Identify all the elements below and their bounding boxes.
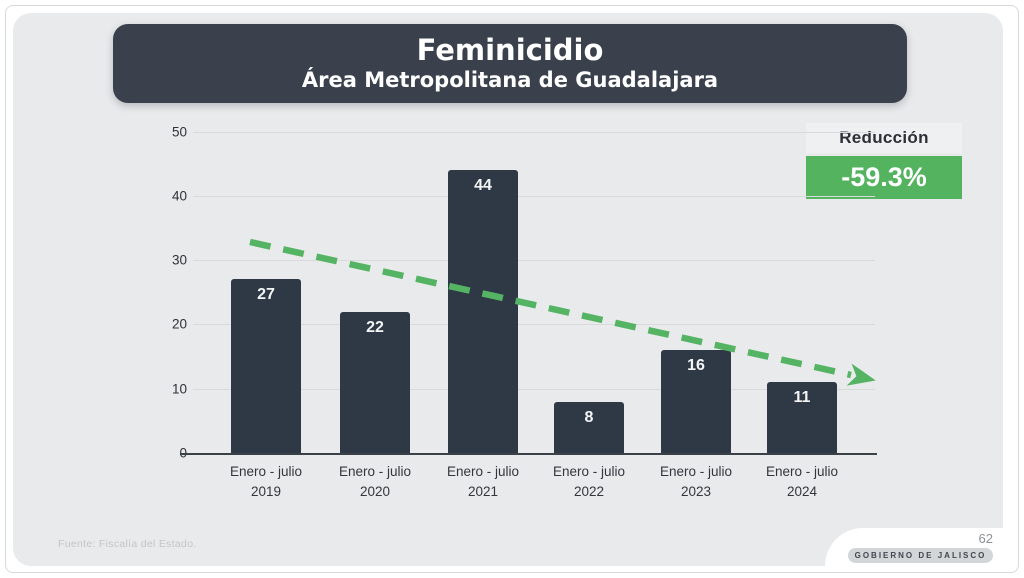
x-axis-label: Enero - julio 2020 [338, 464, 412, 500]
bar-value-label: 27 [257, 286, 275, 304]
bar-value-label: 8 [584, 408, 594, 426]
bar: 44 [448, 170, 518, 453]
page-number: 62 [978, 531, 993, 546]
x-axis-label: Enero - julio 2023 [659, 464, 733, 500]
x-axis-label: Enero - julio 2022 [552, 464, 626, 500]
bar-value-label: 44 [474, 177, 492, 195]
bar: 11 [767, 382, 837, 453]
bar-value-label: 22 [366, 318, 384, 336]
bar-value-label: 16 [687, 357, 705, 375]
reduction-label: Reducción [806, 123, 962, 153]
title-box: Feminicidio Área Metropolitana de Guadal… [113, 24, 907, 103]
y-axis-tick: 50 [171, 124, 187, 139]
reduction-callout: Reducción -59.3% [806, 123, 962, 199]
page-title: Feminicidio [416, 33, 604, 68]
bar: 27 [231, 279, 301, 453]
page-subtitle: Área Metropolitana de Guadalajara [301, 67, 719, 92]
slide: Feminicidio Área Metropolitana de Guadal… [13, 13, 1003, 566]
x-axis-label: Enero - julio 2019 [229, 464, 303, 500]
y-axis-tick: 40 [171, 188, 187, 204]
x-axis-label: Enero - julio 2024 [765, 464, 839, 500]
gridline [193, 260, 875, 262]
gridline [193, 388, 875, 390]
bar: 8 [554, 401, 624, 453]
gridline [193, 131, 875, 133]
bar: 16 [661, 350, 731, 453]
gridline [193, 195, 875, 197]
x-axis-label: Enero - julio 2021 [446, 464, 520, 500]
y-axis-tick: 30 [171, 252, 187, 268]
reduction-value-badge: -59.3% [806, 156, 962, 199]
y-axis-tick: 10 [171, 381, 187, 397]
y-axis-tick: 20 [171, 316, 187, 332]
source-note: Fuente: Fiscalía del Estado. [58, 538, 197, 550]
gobierno-de-jalisco-badge: GOBIERNO DE JALISCO [848, 548, 993, 563]
bar-value-label: 11 [793, 389, 811, 407]
bar: 22 [340, 311, 410, 453]
x-axis-line [180, 453, 877, 455]
